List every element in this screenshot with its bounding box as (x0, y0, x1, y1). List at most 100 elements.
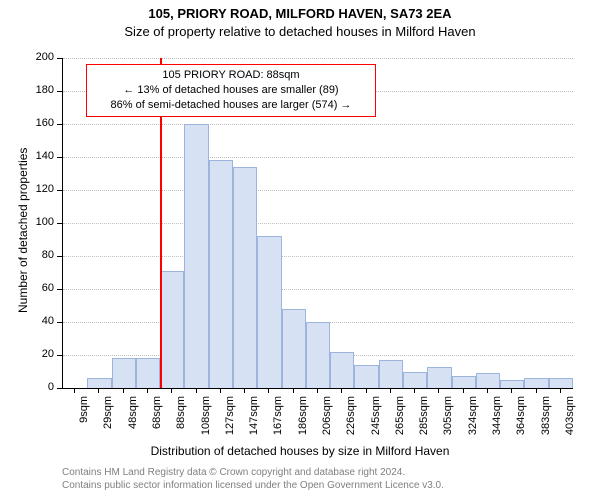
y-tick-mark (57, 157, 62, 158)
y-tick-label: 140 (24, 150, 54, 162)
x-tick-label: 108sqm (200, 396, 212, 446)
annotation-line1: 105 PRIORY ROAD: 88sqm (93, 68, 369, 83)
x-tick-mark (366, 388, 367, 393)
x-tick-mark (220, 388, 221, 393)
x-tick-label: 364sqm (515, 396, 527, 446)
y-tick-label: 80 (24, 249, 54, 261)
x-tick-label: 127sqm (224, 396, 236, 446)
histogram-bar (354, 365, 378, 388)
x-tick-mark (511, 388, 512, 393)
x-tick-label: 206sqm (321, 396, 333, 446)
y-tick-label: 180 (24, 84, 54, 96)
y-tick-mark (57, 223, 62, 224)
y-tick-label: 0 (24, 381, 54, 393)
y-tick-mark (57, 322, 62, 323)
histogram-bar (524, 378, 548, 388)
annotation-box: 105 PRIORY ROAD: 88sqm ← 13% of detached… (86, 64, 376, 117)
footer-line2: Contains public sector information licen… (62, 479, 444, 492)
y-tick-label: 200 (24, 51, 54, 63)
histogram-bar (549, 378, 573, 388)
gridline (63, 256, 573, 257)
histogram-bar (330, 352, 354, 388)
x-tick-mark (317, 388, 318, 393)
x-tick-mark (98, 388, 99, 393)
x-tick-mark (438, 388, 439, 393)
x-tick-label: 9sqm (78, 396, 90, 446)
x-tick-label: 383sqm (540, 396, 552, 446)
x-tick-mark (536, 388, 537, 393)
x-tick-label: 324sqm (467, 396, 479, 446)
gridline (63, 58, 573, 59)
x-tick-label: 186sqm (297, 396, 309, 446)
histogram-bar (112, 358, 136, 388)
annotation-line2: ← 13% of detached houses are smaller (89… (93, 83, 369, 98)
x-tick-label: 29sqm (102, 396, 114, 446)
x-tick-mark (171, 388, 172, 393)
x-tick-label: 245sqm (370, 396, 382, 446)
x-axis-label: Distribution of detached houses by size … (0, 444, 600, 458)
histogram-bar (160, 271, 184, 388)
footer-text: Contains HM Land Registry data © Crown c… (62, 466, 444, 492)
histogram-bar (427, 367, 451, 388)
y-tick-label: 40 (24, 315, 54, 327)
x-tick-label: 147sqm (248, 396, 260, 446)
x-tick-mark (414, 388, 415, 393)
y-tick-mark (57, 91, 62, 92)
chart-title-sub: Size of property relative to detached ho… (0, 24, 600, 39)
chart-title-main: 105, PRIORY ROAD, MILFORD HAVEN, SA73 2E… (0, 6, 600, 21)
x-tick-label: 48sqm (127, 396, 139, 446)
histogram-bar (403, 372, 427, 389)
x-tick-mark (268, 388, 269, 393)
x-tick-label: 403sqm (564, 396, 576, 446)
histogram-bar (452, 376, 476, 388)
histogram-bar (282, 309, 306, 388)
histogram-bar (257, 236, 281, 388)
x-tick-label: 88sqm (175, 396, 187, 446)
gridline (63, 223, 573, 224)
y-tick-mark (57, 256, 62, 257)
histogram-bar (209, 160, 233, 388)
y-tick-label: 160 (24, 117, 54, 129)
histogram-bar (87, 378, 111, 388)
histogram-bar (136, 358, 160, 388)
x-tick-mark (390, 388, 391, 393)
y-tick-label: 60 (24, 282, 54, 294)
gridline (63, 124, 573, 125)
histogram-bar (233, 167, 257, 388)
histogram-bar (306, 322, 330, 388)
x-tick-mark (293, 388, 294, 393)
x-tick-mark (463, 388, 464, 393)
histogram-bar (184, 124, 208, 388)
y-tick-mark (57, 289, 62, 290)
y-tick-label: 120 (24, 183, 54, 195)
footer-line1: Contains HM Land Registry data © Crown c… (62, 466, 444, 479)
x-tick-mark (123, 388, 124, 393)
y-tick-label: 20 (24, 348, 54, 360)
histogram-bar (476, 373, 500, 388)
x-tick-label: 167sqm (272, 396, 284, 446)
gridline (63, 190, 573, 191)
x-tick-label: 226sqm (345, 396, 357, 446)
x-tick-mark (147, 388, 148, 393)
chart-container: 105, PRIORY ROAD, MILFORD HAVEN, SA73 2E… (0, 0, 600, 500)
x-tick-mark (244, 388, 245, 393)
histogram-bar (500, 380, 524, 388)
x-tick-mark (487, 388, 488, 393)
gridline (63, 289, 573, 290)
y-tick-mark (57, 355, 62, 356)
x-tick-label: 285sqm (418, 396, 430, 446)
y-tick-mark (57, 388, 62, 389)
y-tick-mark (57, 190, 62, 191)
x-tick-mark (196, 388, 197, 393)
y-tick-mark (57, 58, 62, 59)
x-tick-label: 305sqm (442, 396, 454, 446)
x-tick-mark (560, 388, 561, 393)
x-tick-mark (341, 388, 342, 393)
x-tick-label: 344sqm (491, 396, 503, 446)
x-tick-label: 265sqm (394, 396, 406, 446)
y-tick-mark (57, 124, 62, 125)
y-tick-label: 100 (24, 216, 54, 228)
gridline (63, 157, 573, 158)
x-tick-mark (74, 388, 75, 393)
histogram-bar (379, 360, 403, 388)
